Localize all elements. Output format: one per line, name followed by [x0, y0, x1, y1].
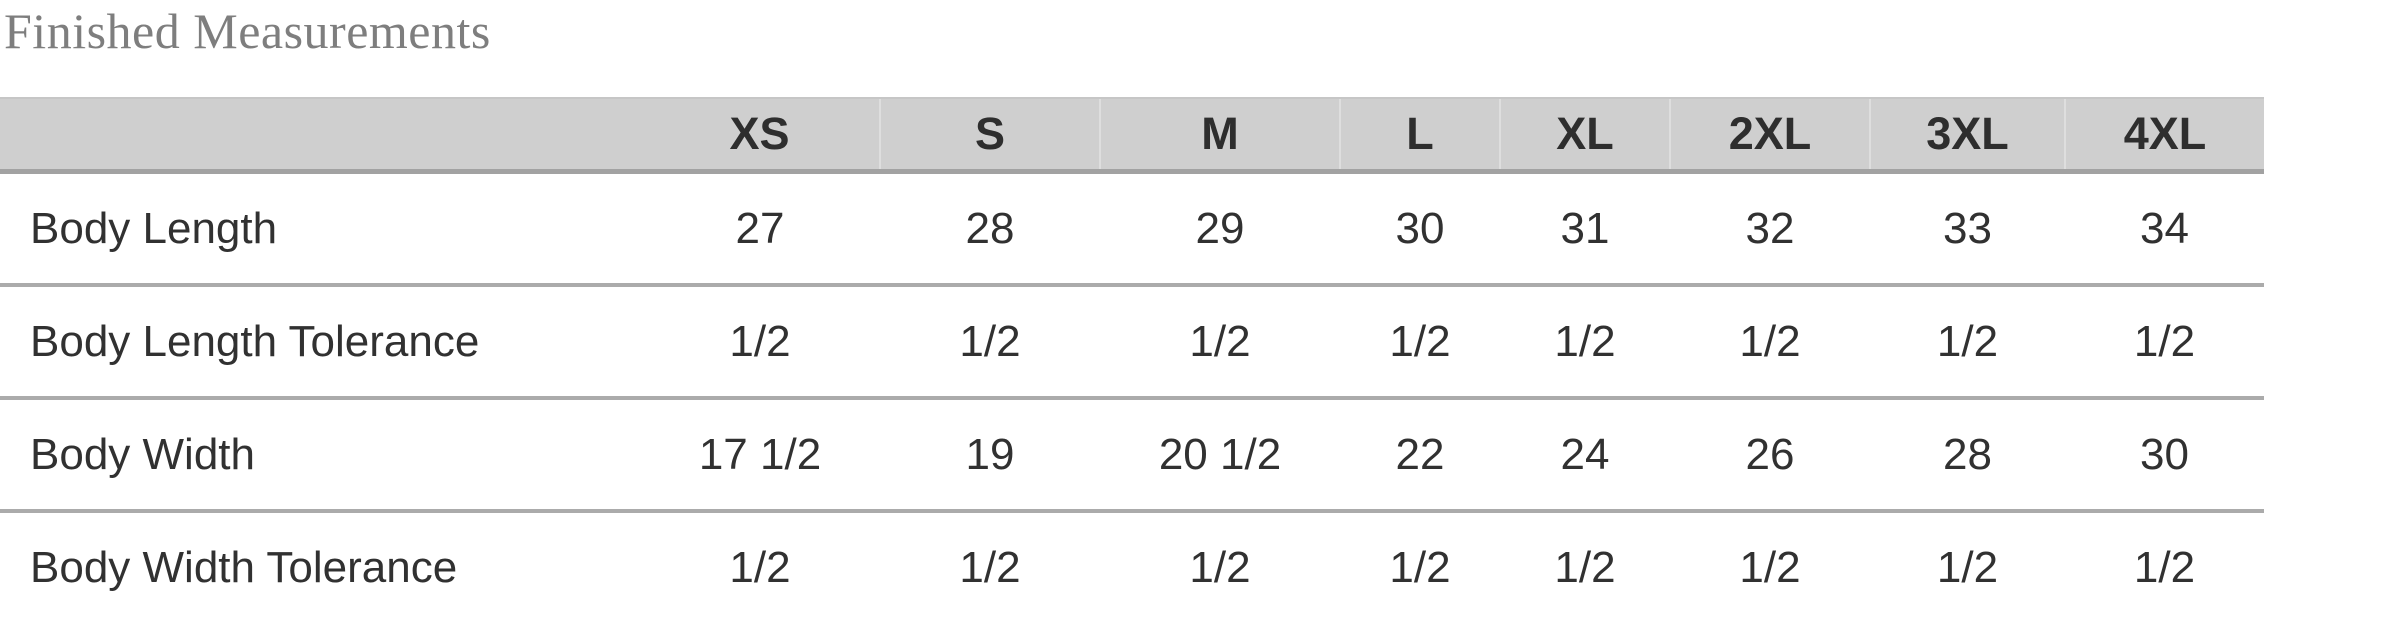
measurement-cell: 1/2 [1100, 285, 1340, 398]
measurement-cell: 1/2 [1340, 511, 1500, 622]
row-label: Body Width Tolerance [0, 511, 640, 622]
measurement-cell: 1/2 [1500, 285, 1670, 398]
measurement-cell: 30 [1340, 172, 1500, 286]
row-label: Body Width [0, 398, 640, 511]
measurement-cell: 32 [1670, 172, 1870, 286]
measurement-cell: 1/2 [1670, 511, 1870, 622]
page-title: Finished Measurements [0, 0, 2383, 58]
measurement-cell: 20 1/2 [1100, 398, 1340, 511]
measurement-cell: 31 [1500, 172, 1670, 286]
column-header-4xl: 4XL [2065, 98, 2264, 172]
measurement-cell: 1/2 [880, 285, 1100, 398]
measurement-cell: 17 1/2 [640, 398, 880, 511]
measurement-cell: 1/2 [1870, 285, 2065, 398]
measurement-cell: 1/2 [2065, 511, 2264, 622]
column-header-xl: XL [1500, 98, 1670, 172]
measurement-cell: 1/2 [1340, 285, 1500, 398]
measurement-cell: 27 [640, 172, 880, 286]
measurement-cell: 1/2 [1100, 511, 1340, 622]
measurement-cell: 22 [1340, 398, 1500, 511]
measurement-cell: 1/2 [1670, 285, 1870, 398]
measurement-cell: 26 [1670, 398, 1870, 511]
column-header-m: M [1100, 98, 1340, 172]
measurement-cell: 34 [2065, 172, 2264, 286]
measurement-cell: 29 [1100, 172, 1340, 286]
measurement-cell: 30 [2065, 398, 2264, 511]
row-label: Body Length [0, 172, 640, 286]
measurement-cell: 1/2 [1870, 511, 2065, 622]
column-header-2xl: 2XL [1670, 98, 1870, 172]
column-header-3xl: 3XL [1870, 98, 2065, 172]
corner-header [0, 98, 640, 172]
measurement-cell: 1/2 [640, 511, 880, 622]
measurement-cell: 1/2 [2065, 285, 2264, 398]
measurement-cell: 19 [880, 398, 1100, 511]
measurement-cell: 33 [1870, 172, 2065, 286]
column-header-l: L [1340, 98, 1500, 172]
measurement-cell: 24 [1500, 398, 1670, 511]
measurement-cell: 28 [880, 172, 1100, 286]
row-label: Body Length Tolerance [0, 285, 640, 398]
column-header-xs: XS [640, 98, 880, 172]
measurement-cell: 28 [1870, 398, 2065, 511]
measurement-cell: 1/2 [640, 285, 880, 398]
measurement-cell: 1/2 [880, 511, 1100, 622]
column-header-s: S [880, 98, 1100, 172]
measurement-cell: 1/2 [1500, 511, 1670, 622]
